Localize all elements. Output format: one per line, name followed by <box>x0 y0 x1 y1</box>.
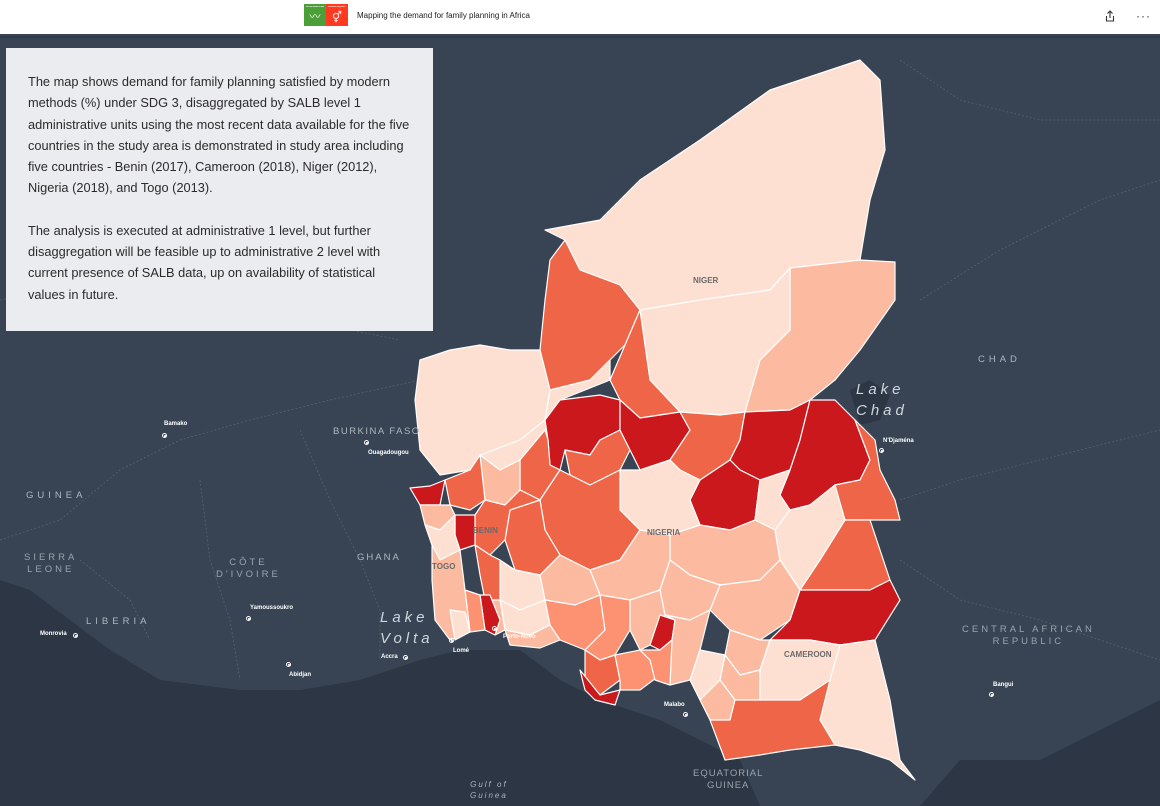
region-bayelsa[interactable] <box>579 669 621 706</box>
city-monrovia: Monrovia <box>40 631 67 637</box>
city-lome: Lomé <box>453 648 470 654</box>
city-marker-yamoussoukro[interactable] <box>246 616 251 621</box>
region-sud[interactable] <box>709 679 836 761</box>
label-guinea: GUINEA <box>26 490 87 501</box>
heartbeat-icon: 〰 <box>309 11 321 23</box>
city-marker-abidjan[interactable] <box>286 662 291 667</box>
label-chad: CHAD <box>978 354 1021 365</box>
label-sierra-leone: SIERRA LEONE <box>24 552 78 575</box>
info-paragraph-2: The analysis is executed at administrati… <box>28 222 381 302</box>
label-niger: NIGER <box>693 276 719 285</box>
city-marker-ndjamena[interactable] <box>879 448 884 453</box>
label-gulf-of-guinea: Gulf of Guinea <box>470 780 508 800</box>
city-marker-bamako[interactable] <box>162 433 167 438</box>
city-porto-novo: Porto-Novo <box>503 634 536 640</box>
region-lagos[interactable] <box>504 624 561 649</box>
city-bangui: Bangui <box>993 682 1014 688</box>
label-lake-volta: Lake Volta <box>380 609 434 647</box>
city-marker-accra[interactable] <box>403 655 408 660</box>
label-cameroon: CAMEROON <box>784 650 832 659</box>
label-togo: TOGO <box>432 562 455 571</box>
label-benin: BENIN <box>473 526 498 535</box>
city-marker-malabo[interactable] <box>683 712 688 717</box>
label-car: CENTRAL AFRICAN REPUBLIC <box>962 624 1095 647</box>
lake-chad <box>850 380 890 425</box>
city-marker-monrovia[interactable] <box>73 633 78 638</box>
gender-icon: ⚥ <box>332 12 342 24</box>
region-savanes[interactable] <box>409 479 446 506</box>
info-panel: The map shows demand for family planning… <box>6 48 433 331</box>
city-marker-ouagadougou[interactable] <box>364 440 369 445</box>
city-marker-lome[interactable] <box>449 638 454 643</box>
label-nigeria: NIGERIA <box>647 528 681 537</box>
region-maritime[interactable] <box>449 609 471 641</box>
label-burkina-faso: BURKINA FASO <box>333 426 421 437</box>
share-icon[interactable] <box>1105 9 1115 22</box>
app-title: Mapping the demand for family planning i… <box>357 11 530 20</box>
sdg3-logo: GOOD HEALTH AND WELL-BEING 〰 <box>304 4 326 26</box>
info-paragraph-1: The map shows demand for family planning… <box>28 74 410 196</box>
label-equatorial-guinea: EQUATORIAL GUINEA <box>693 768 764 791</box>
country-borders <box>0 59 1160 681</box>
city-accra: Accra <box>381 654 398 660</box>
region-abia[interactable] <box>639 639 673 686</box>
label-cote-divoire: CÔTE D'IVOIRE <box>216 557 281 580</box>
header-bar: GOOD HEALTH AND WELL-BEING 〰 GENDER EQUA… <box>0 0 1160 36</box>
city-malabo: Malabo <box>664 702 685 708</box>
city-ndjamena: N'Djaména <box>883 438 914 444</box>
sdg5-logo: GENDER EQUALITY ⚥ <box>326 4 348 26</box>
city-abidjan: Abidjan <box>289 672 311 678</box>
sdg5-text: GENDER EQUALITY <box>328 6 346 8</box>
city-ouagadougou: Ouagadougou <box>368 450 409 456</box>
region-sud-ouest[interactable] <box>689 649 726 701</box>
city-yamoussoukro: Yamoussoukro <box>250 605 294 611</box>
more-icon[interactable]: ··· <box>1136 9 1151 23</box>
label-liberia: LIBERIA <box>86 616 151 627</box>
label-lake-chad: Lake Chad <box>856 381 908 419</box>
city-bamako: Bamako <box>164 421 188 427</box>
choropleth-regions[interactable] <box>409 59 916 781</box>
sdg3-text: GOOD HEALTH AND WELL-BEING <box>306 6 324 8</box>
label-ghana: GHANA <box>357 552 401 563</box>
city-marker-porto-novo[interactable] <box>492 626 497 631</box>
city-marker-bangui[interactable] <box>989 692 994 697</box>
